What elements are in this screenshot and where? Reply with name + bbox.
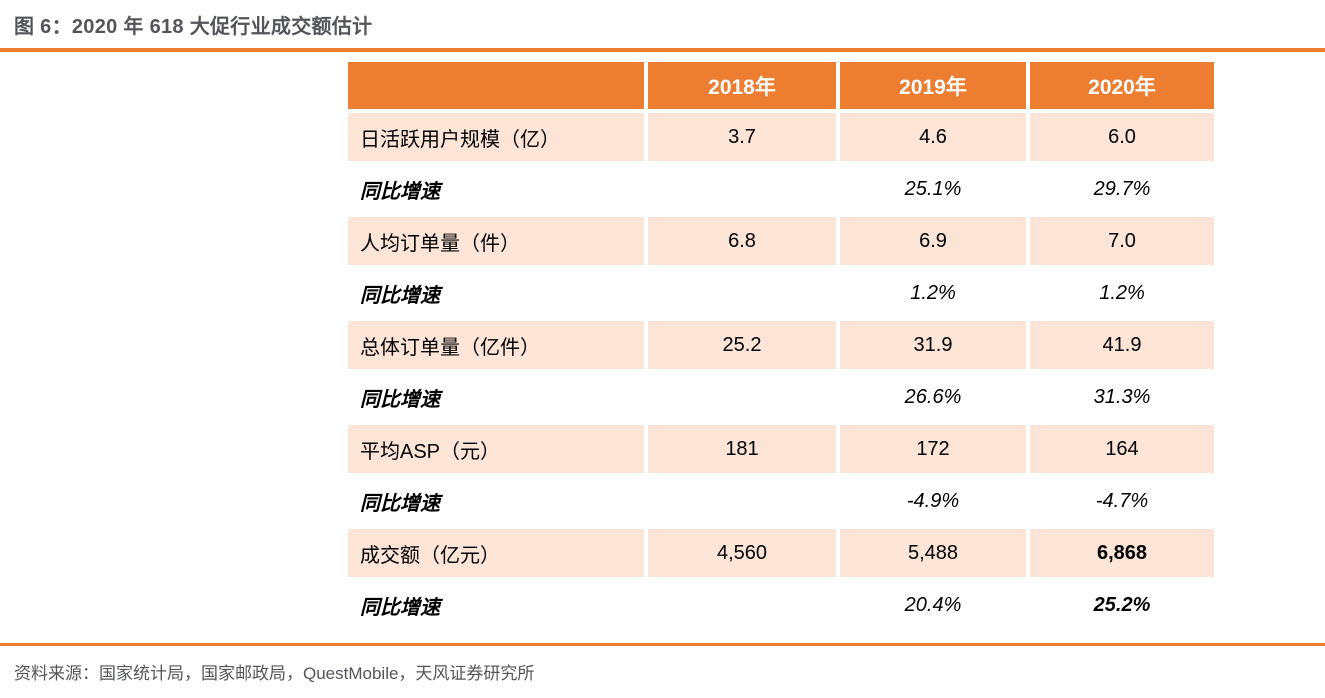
cell-2019: 172 <box>840 425 1026 473</box>
table-row-dau-growth: 同比增速 25.1% 29.7% <box>348 165 1214 213</box>
cell-2018: 25.2 <box>648 321 836 369</box>
cell-2020: 7.0 <box>1030 217 1214 265</box>
cell-2018 <box>648 477 836 525</box>
cell-2020: 1.2% <box>1030 269 1214 317</box>
cell-2020: 31.3% <box>1030 373 1214 421</box>
row-label: 人均订单量（件） <box>348 217 644 265</box>
table-row-total-orders-growth: 同比增速 26.6% 31.3% <box>348 373 1214 421</box>
source-note: 资料来源：国家统计局，国家邮政局，QuestMobile，天风证券研究所 <box>14 664 535 683</box>
table-row-orders-per-user-growth: 同比增速 1.2% 1.2% <box>348 269 1214 317</box>
row-label: 同比增速 <box>348 269 644 317</box>
cell-2020: 29.7% <box>1030 165 1214 213</box>
data-table: 2018年 2019年 2020年 日活跃用户规模（亿） 3.7 4.6 6.0… <box>344 58 1218 633</box>
cell-2020: 41.9 <box>1030 321 1214 369</box>
table-row-total-orders: 总体订单量（亿件） 25.2 31.9 41.9 <box>348 321 1214 369</box>
cell-2020: -4.7% <box>1030 477 1214 525</box>
table-row-asp: 平均ASP（元） 181 172 164 <box>348 425 1214 473</box>
table-row-orders-per-user: 人均订单量（件） 6.8 6.9 7.0 <box>348 217 1214 265</box>
cell-2020: 6.0 <box>1030 113 1214 161</box>
cell-2018: 181 <box>648 425 836 473</box>
cell-2018 <box>648 165 836 213</box>
cell-2018: 6.8 <box>648 217 836 265</box>
cell-2019: 5,488 <box>840 529 1026 577</box>
row-label: 成交额（亿元） <box>348 529 644 577</box>
cell-2020: 6,868 <box>1030 529 1214 577</box>
cell-2019: 25.1% <box>840 165 1026 213</box>
cell-2018 <box>648 373 836 421</box>
cell-2019: 4.6 <box>840 113 1026 161</box>
cell-2019: 20.4% <box>840 581 1026 629</box>
cell-2019: 26.6% <box>840 373 1026 421</box>
table-row-gmv: 成交额（亿元） 4,560 5,488 6,868 <box>348 529 1214 577</box>
column-header-2018: 2018年 <box>648 62 836 109</box>
cell-2019: -4.9% <box>840 477 1026 525</box>
cell-2018 <box>648 269 836 317</box>
table-row-asp-growth: 同比增速 -4.9% -4.7% <box>348 477 1214 525</box>
cell-2018: 3.7 <box>648 113 836 161</box>
row-label: 同比增速 <box>348 373 644 421</box>
figure-title: 图 6：2020 年 618 大促行业成交额估计 <box>14 15 373 38</box>
row-label: 平均ASP（元） <box>348 425 644 473</box>
table-row-gmv-growth: 同比增速 20.4% 25.2% <box>348 581 1214 629</box>
row-label: 同比增速 <box>348 581 644 629</box>
column-header-2020: 2020年 <box>1030 62 1214 109</box>
row-label: 同比增速 <box>348 165 644 213</box>
source-note-bar: 资料来源：国家统计局，国家邮政局，QuestMobile，天风证券研究所 <box>0 643 1325 698</box>
cell-2019: 6.9 <box>840 217 1026 265</box>
figure-title-bar: 图 6：2020 年 618 大促行业成交额估计 <box>0 0 1325 52</box>
cell-2020: 25.2% <box>1030 581 1214 629</box>
cell-2018 <box>648 581 836 629</box>
row-label: 总体订单量（亿件） <box>348 321 644 369</box>
header-row: 2018年 2019年 2020年 <box>348 62 1214 109</box>
cell-2020: 164 <box>1030 425 1214 473</box>
column-header-2019: 2019年 <box>840 62 1026 109</box>
cell-2018: 4,560 <box>648 529 836 577</box>
row-label: 日活跃用户规模（亿） <box>348 113 644 161</box>
table-row-dau: 日活跃用户规模（亿） 3.7 4.6 6.0 <box>348 113 1214 161</box>
corner-cell <box>348 62 644 109</box>
cell-2019: 1.2% <box>840 269 1026 317</box>
row-label: 同比增速 <box>348 477 644 525</box>
cell-2019: 31.9 <box>840 321 1026 369</box>
